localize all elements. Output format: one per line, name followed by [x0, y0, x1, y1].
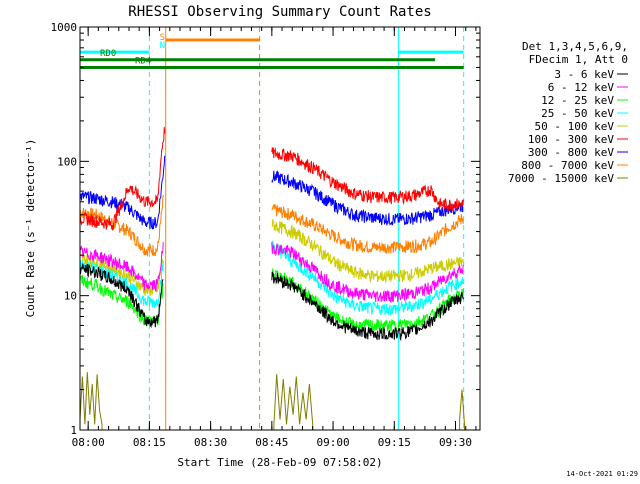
legend: Det 1,3,4,5,6,9,FDecim 1, Att 0 3 - 6 keV… — [508, 40, 628, 185]
legend-label: 7000 - 15000 keV — [508, 172, 614, 185]
legend-header: Det 1,3,4,5,6,9, — [522, 40, 628, 53]
legend-label: 3 - 6 keV — [554, 68, 614, 81]
x-tick-label: 09:30 — [439, 436, 472, 449]
y-tick-label: 100 — [57, 155, 77, 168]
series-300-800-kev-segment-1 — [271, 170, 464, 226]
series-800-7000-kev-segment-0 — [80, 194, 164, 257]
series-3-6-kev-segment-1 — [271, 271, 464, 342]
state-label-rd4: RD4 — [135, 56, 151, 66]
y-axis-label: Count Rate (s⁻¹ detector⁻¹) — [24, 139, 37, 318]
series-6-12-kev-segment-0 — [80, 242, 164, 292]
x-tick-label: 08:00 — [72, 436, 105, 449]
series-7000-15000-kev-segment-0 — [80, 372, 103, 430]
series-100-300-kev-segment-1 — [271, 147, 464, 212]
y-tick-label: 1000 — [51, 21, 78, 34]
x-axis-label: Start Time (28-Feb-09 07:58:02) — [177, 456, 382, 469]
legend-label: 50 - 100 keV — [535, 120, 615, 133]
x-tick-label: 08:15 — [133, 436, 166, 449]
y-tick-label: 10 — [64, 290, 77, 303]
x-tick-label: 09:00 — [316, 436, 349, 449]
x-tick-label: 08:30 — [194, 436, 227, 449]
series-100-300-kev-segment-0 — [80, 127, 166, 231]
series-6-12-kev-segment-1 — [271, 242, 464, 303]
series-800-7000-kev-segment-1 — [271, 204, 464, 254]
legend-label: 300 - 800 keV — [528, 146, 614, 159]
legend-header: FDecim 1, Att 0 — [529, 53, 628, 66]
chart-title: RHESSI Observing Summary Count Rates — [128, 4, 431, 20]
series-3-6-kev-segment-0 — [80, 263, 164, 329]
legend-label: 800 - 7000 keV — [521, 159, 614, 172]
series-7000-15000-kev-segment-2 — [459, 389, 465, 430]
state-label-rd0: RD0 — [100, 49, 116, 59]
series-12-25-kev-segment-1 — [271, 268, 464, 333]
series-7000-15000-kev-segment-1 — [273, 374, 314, 430]
series-12-25-kev-segment-0 — [80, 275, 164, 327]
plot-area: RD0 RD4 SN — [80, 27, 465, 430]
timestamp: 14-Oct-2021 01:29 — [566, 470, 638, 478]
series-50-100-kev-segment-1 — [271, 218, 464, 284]
y-tick-label: 1 — [70, 424, 77, 437]
legend-label: 100 - 300 keV — [528, 133, 614, 146]
legend-label: 25 - 50 keV — [541, 107, 614, 120]
legend-label: 6 - 12 keV — [548, 81, 615, 94]
x-tick-label: 09:15 — [378, 436, 411, 449]
axes: 1 10 100 1000 08:00 08:15 08:30 08:45 09:00 09:15… — [51, 21, 481, 449]
marker-s: S — [160, 33, 165, 43]
legend-label: 12 - 25 keV — [541, 94, 614, 107]
plot-frame — [79, 26, 481, 431]
series-25-50-kev-segment-1 — [271, 240, 464, 316]
x-tick-label: 08:45 — [255, 436, 288, 449]
marker-n: N — [160, 41, 165, 51]
